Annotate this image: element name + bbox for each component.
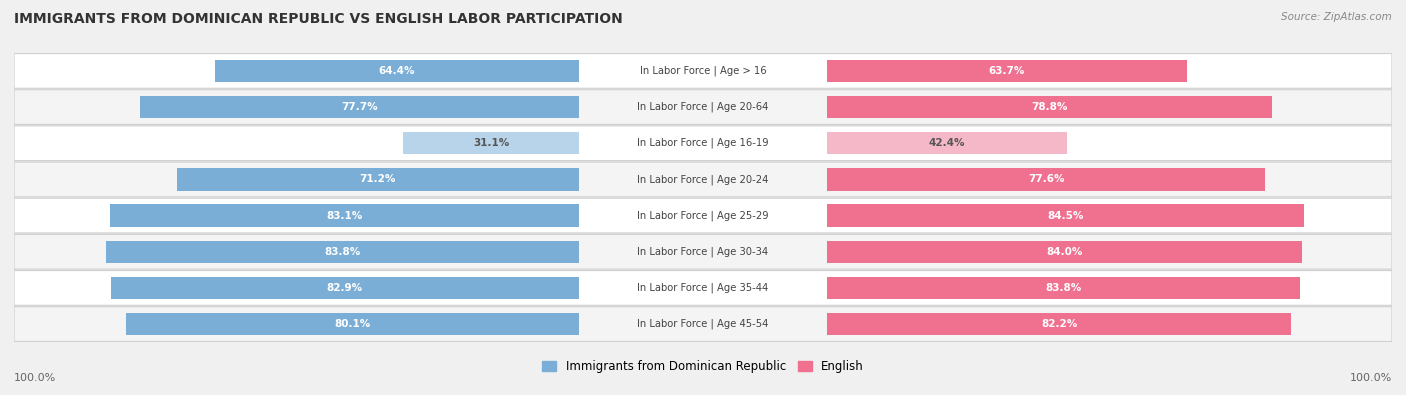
Bar — [127, 313, 579, 335]
Text: 83.8%: 83.8% — [325, 247, 360, 257]
FancyBboxPatch shape — [14, 307, 1392, 341]
FancyBboxPatch shape — [14, 90, 1392, 124]
Text: In Labor Force | Age 30-34: In Labor Force | Age 30-34 — [637, 246, 769, 257]
Text: 64.4%: 64.4% — [378, 66, 415, 76]
Text: 84.0%: 84.0% — [1046, 247, 1083, 257]
Text: 63.7%: 63.7% — [988, 66, 1025, 76]
Text: 100.0%: 100.0% — [14, 373, 56, 383]
Text: 80.1%: 80.1% — [335, 319, 371, 329]
FancyBboxPatch shape — [14, 162, 1392, 197]
Bar — [215, 60, 579, 82]
Text: 100.0%: 100.0% — [1350, 373, 1392, 383]
FancyBboxPatch shape — [14, 234, 1392, 269]
Text: 83.8%: 83.8% — [1046, 283, 1081, 293]
Bar — [827, 168, 1265, 191]
Text: 71.2%: 71.2% — [360, 175, 396, 184]
Bar — [827, 313, 1291, 335]
Text: In Labor Force | Age 20-24: In Labor Force | Age 20-24 — [637, 174, 769, 185]
Text: 31.1%: 31.1% — [472, 138, 509, 148]
FancyBboxPatch shape — [14, 126, 1392, 161]
Text: In Labor Force | Age 20-64: In Labor Force | Age 20-64 — [637, 102, 769, 112]
FancyBboxPatch shape — [14, 271, 1392, 305]
Bar — [111, 277, 579, 299]
Text: In Labor Force | Age 45-54: In Labor Force | Age 45-54 — [637, 319, 769, 329]
FancyBboxPatch shape — [14, 198, 1392, 233]
Text: 78.8%: 78.8% — [1032, 102, 1067, 112]
Text: 82.9%: 82.9% — [326, 283, 363, 293]
Bar — [827, 132, 1067, 154]
Bar — [110, 204, 579, 227]
Text: 77.7%: 77.7% — [342, 102, 378, 112]
FancyBboxPatch shape — [14, 54, 1392, 88]
Text: 82.2%: 82.2% — [1040, 319, 1077, 329]
Text: In Labor Force | Age > 16: In Labor Force | Age > 16 — [640, 66, 766, 76]
Text: 77.6%: 77.6% — [1028, 175, 1064, 184]
Text: 83.1%: 83.1% — [326, 211, 363, 220]
Text: In Labor Force | Age 35-44: In Labor Force | Age 35-44 — [637, 283, 769, 293]
Bar — [177, 168, 579, 191]
Bar — [105, 241, 579, 263]
Bar — [827, 204, 1305, 227]
Text: Source: ZipAtlas.com: Source: ZipAtlas.com — [1281, 12, 1392, 22]
Bar — [827, 241, 1302, 263]
Text: In Labor Force | Age 16-19: In Labor Force | Age 16-19 — [637, 138, 769, 149]
Text: 42.4%: 42.4% — [928, 138, 965, 148]
Text: IMMIGRANTS FROM DOMINICAN REPUBLIC VS ENGLISH LABOR PARTICIPATION: IMMIGRANTS FROM DOMINICAN REPUBLIC VS EN… — [14, 12, 623, 26]
Text: 84.5%: 84.5% — [1047, 211, 1084, 220]
Legend: Immigrants from Dominican Republic, English: Immigrants from Dominican Republic, Engl… — [537, 355, 869, 378]
Bar — [827, 60, 1187, 82]
Text: In Labor Force | Age 25-29: In Labor Force | Age 25-29 — [637, 210, 769, 221]
Bar — [827, 277, 1301, 299]
Bar — [141, 96, 579, 118]
Bar — [827, 96, 1272, 118]
Bar — [404, 132, 579, 154]
